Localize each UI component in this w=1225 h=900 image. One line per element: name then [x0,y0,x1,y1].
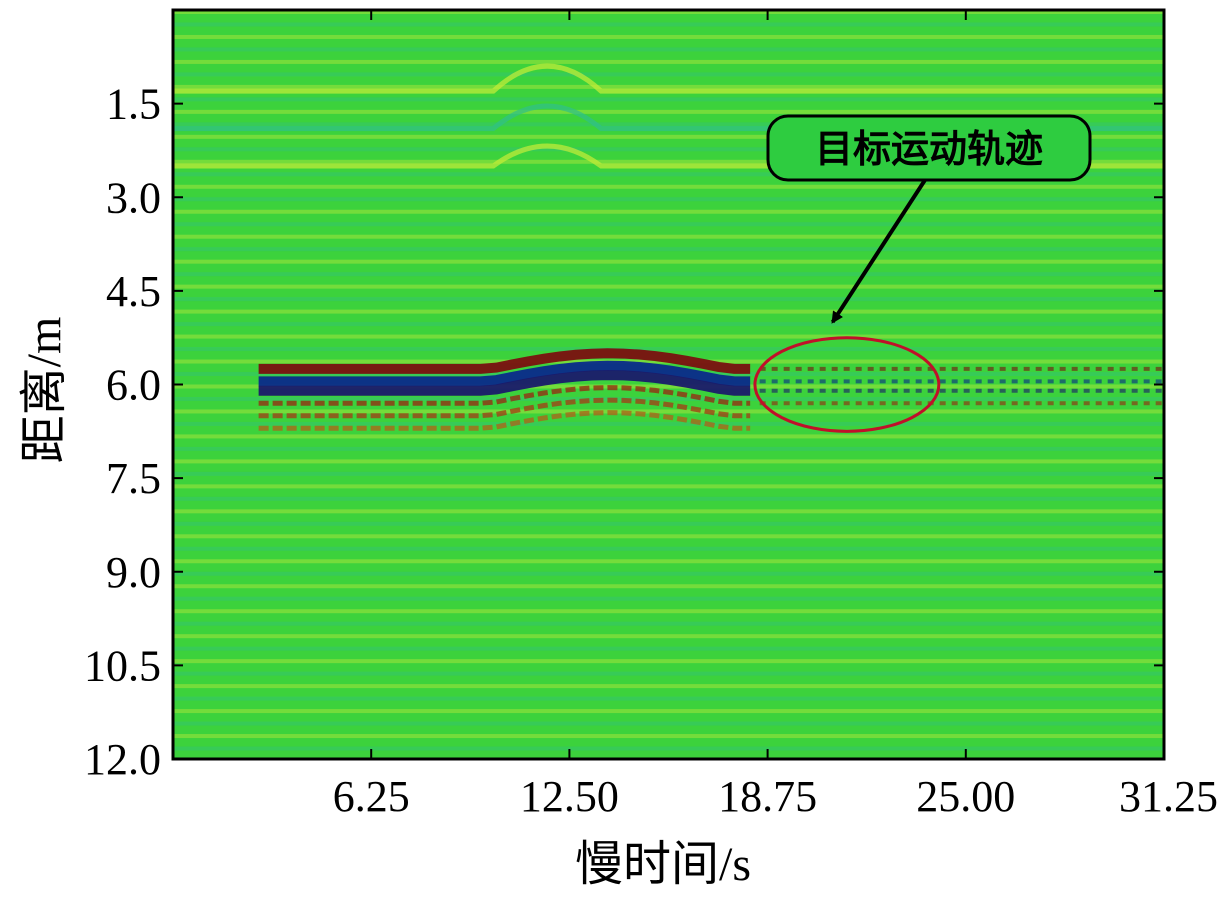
clutter-stripe [173,734,1164,739]
clutter-stripe [173,59,1164,64]
clutter-stripe [173,209,1164,214]
y-axis-title: 距离/m [18,317,71,464]
clutter-stripe [173,521,1164,526]
clutter-wave [173,103,1164,132]
clutter-stripe [173,97,1164,102]
x-tick-label: 12.50 [520,772,619,821]
y-tick-label: 4.5 [106,267,161,316]
y-tick-label: 1.5 [106,80,161,129]
target-band-strong [258,410,751,431]
x-tick-label: 6.25 [333,772,410,821]
clutter-stripe [173,297,1164,302]
clutter-stripe [173,559,1164,564]
clutter-stripe [173,172,1164,177]
clutter-stripe [173,197,1164,202]
clutter-stripe [173,571,1164,576]
annotation-arrow [830,178,927,324]
target-band-strong [258,385,751,406]
clutter-stripe [173,159,1164,164]
clutter-stripe [173,621,1164,626]
clutter-stripe [173,322,1164,327]
clutter-stripe [173,222,1164,227]
clutter-stripe [173,72,1164,77]
y-tick-label: 9.0 [106,548,161,597]
clutter-stripe [173,396,1164,401]
clutter-wave [173,63,1164,94]
y-tick-label: 7.5 [106,454,161,503]
y-axis: 1.5 3.0 4.5 6.0 7.5 9.0 10.5 12.0 [84,80,1164,784]
trajectory-ellipse [753,336,941,433]
clutter-stripe [173,184,1164,189]
clutter-stripe [173,696,1164,701]
clutter-stripe [173,122,1164,127]
clutter-stripe [173,584,1164,589]
clutter-stripe [173,684,1164,689]
clutter-stripe [173,659,1164,664]
clutter-stripe [173,347,1164,352]
annotation-label-box [766,114,1092,182]
clutter-stripe [173,84,1164,89]
clutter-stripe [173,109,1164,114]
clutter-stripe [173,147,1164,152]
clutter-stripe [173,47,1164,52]
clutter-stripe [173,284,1164,289]
clutter-stripe [173,446,1164,451]
clutter-stripe [173,34,1164,39]
target-band-strong [258,370,751,396]
clutter-stripe [173,634,1164,639]
y-tick-label: 3.0 [106,173,161,222]
target-band-strong [258,348,751,374]
clutter-stripe [173,709,1164,714]
y-tick-label: 10.5 [84,641,161,690]
clutter-stripe [173,596,1164,601]
clutter-stripe [173,434,1164,439]
clutter-stripe [173,534,1164,539]
clutter-stripe [173,746,1164,751]
y-tick-label: 12.0 [84,735,161,784]
clutter-wave [173,143,1164,169]
clutter-stripe [173,10,1164,14]
clutter-stripe [173,309,1164,314]
clutter-stripe [173,671,1164,676]
clutter-stripe [173,134,1164,139]
x-axis: 6.25 12.50 18.75 25.00 31.25 [333,10,1218,821]
x-axis-title: 慢时间/s [575,838,751,891]
clutter-stripe [173,421,1164,426]
target-band-strong [258,360,751,387]
clutter-stripe [173,384,1164,389]
x-tick-label: 25.00 [916,772,1015,821]
clutter-stripe [173,471,1164,476]
clutter-stripe [173,721,1164,726]
clutter-stripe [173,496,1164,501]
trajectory-annotation: 目标运动轨迹 [753,114,1092,433]
target-band-strong [258,397,751,419]
y-tick-label: 6.0 [106,361,161,410]
clutter-stripe [173,459,1164,464]
clutter-stripe [173,609,1164,614]
annotation-label: 目标运动轨迹 [815,127,1043,171]
clutter-stripe [173,509,1164,514]
clutter-stripe [173,259,1164,264]
clutter-stripe [173,272,1164,277]
clutter-stripe [173,409,1164,414]
clutter-stripe [173,484,1164,489]
clutter-stripe [173,646,1164,651]
clutter-stripe [173,234,1164,239]
x-tick-label: 31.25 [1119,772,1218,821]
clutter-stripe [173,546,1164,551]
clutter-stripe [173,22,1164,27]
x-tick-label: 18.75 [718,772,817,821]
clutter-stripe [173,334,1164,339]
clutter-stripe [173,247,1164,252]
